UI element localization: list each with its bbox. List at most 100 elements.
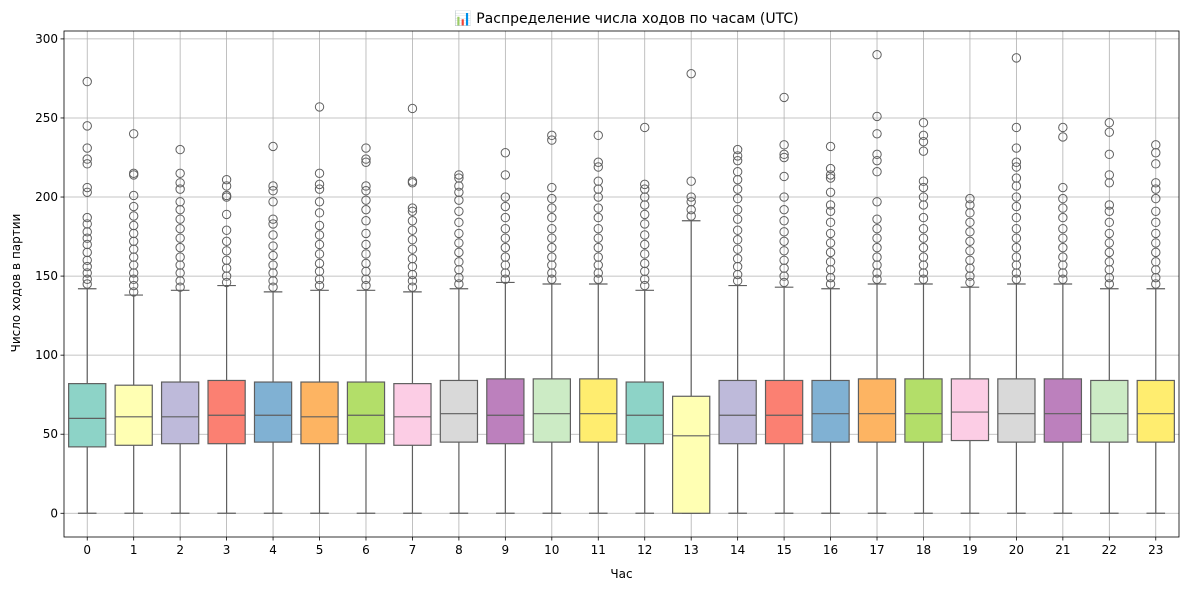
outlier-point [1104, 217, 1115, 228]
outlier-point [1058, 132, 1068, 142]
outlier-point [128, 129, 139, 139]
outlier-point [1058, 252, 1068, 262]
outlier-point [872, 214, 882, 224]
outlier-point [500, 148, 511, 158]
x-tick-label: 5 [316, 543, 324, 557]
outlier-point [1011, 242, 1022, 253]
outlier-point [1058, 193, 1068, 204]
outlier-point [407, 216, 418, 226]
outlier-point [128, 201, 139, 212]
outlier-point [175, 144, 185, 155]
x-tick-label: 21 [1055, 543, 1070, 557]
x-tick-label: 2 [176, 543, 184, 557]
box-iqr [904, 378, 943, 443]
outlier-point [732, 184, 743, 194]
outlier-point [407, 254, 418, 264]
outlier-point [314, 184, 325, 194]
outlier-point [732, 167, 743, 177]
y-tick-label: 300 [35, 32, 58, 46]
outlier-point [175, 184, 185, 194]
outlier-point [268, 282, 278, 292]
x-axis: 0 1 2 3 4 5 6 7 8 9 10 11 12 13 14 15 16 17 18 19 20 21 22 23 [83, 537, 1163, 557]
outlier-point [1151, 279, 1161, 289]
outlier-point [732, 244, 743, 254]
outlier-point [82, 182, 92, 193]
outlier-point [547, 252, 557, 262]
box-hour-13 [672, 68, 711, 514]
outlier-point [82, 279, 92, 289]
box-iqr [160, 381, 200, 445]
x-tick-label: 14 [730, 543, 745, 557]
outlier-point [779, 152, 789, 163]
outlier-point [128, 220, 139, 231]
outlier-point [547, 212, 557, 223]
outlier-point [361, 157, 371, 167]
outlier-point [128, 211, 139, 221]
x-tick-label: 7 [409, 543, 417, 557]
outlier-point [1151, 178, 1161, 188]
y-tick-label: 50 [43, 427, 58, 441]
outlier-point [82, 274, 92, 284]
x-tick-label: 12 [637, 543, 652, 557]
outlier-point [872, 149, 882, 160]
box-iqr [1090, 379, 1129, 443]
outlier-point [221, 236, 232, 247]
outlier-point [500, 274, 511, 284]
outlier-point [500, 223, 511, 234]
box-hour-22 [1090, 118, 1129, 514]
outlier-point [82, 233, 92, 243]
outlier-point [686, 211, 696, 221]
outlier-point [268, 186, 278, 196]
outlier-point [825, 187, 836, 197]
outlier-point [779, 255, 789, 265]
outlier-point [965, 255, 975, 265]
outlier-point [314, 168, 325, 179]
outlier-point [407, 103, 418, 114]
outlier-point [221, 225, 232, 235]
outlier-point [825, 257, 836, 267]
outlier-point [1151, 159, 1161, 169]
outlier-point [454, 217, 464, 228]
outlier-point [825, 163, 836, 174]
outlier-point [1058, 203, 1068, 213]
outlier-point [732, 144, 743, 155]
outlier-point [500, 170, 511, 180]
outlier-point [175, 282, 185, 292]
outlier-point [454, 206, 464, 216]
outlier-point [732, 276, 743, 286]
outlier-point [965, 246, 975, 256]
x-tick-label: 8 [455, 543, 463, 557]
box-hour-17 [857, 50, 897, 514]
outlier-point [314, 102, 325, 112]
outlier-point [175, 223, 185, 234]
x-axis-label: Час [610, 567, 632, 581]
outlier-point [872, 233, 882, 243]
outlier-point [918, 242, 929, 253]
outlier-point [314, 258, 325, 269]
box-hour-15 [764, 92, 804, 514]
outlier-point [268, 250, 278, 261]
outlier-point [779, 92, 789, 103]
outlier-point [872, 167, 882, 177]
outlier-point [361, 249, 371, 259]
outlier-point [1011, 274, 1022, 284]
outlier-point [361, 181, 371, 191]
outlier-point [825, 141, 836, 152]
outlier-point [686, 192, 696, 202]
x-tick-label: 19 [962, 543, 977, 557]
outlier-point [454, 257, 464, 267]
outlier-point [454, 247, 464, 258]
outlier-point [872, 155, 882, 166]
outlier-point [314, 249, 325, 259]
outlier-point [361, 258, 371, 269]
outlier-point [128, 274, 139, 284]
outlier-point [779, 236, 789, 247]
x-tick-label: 18 [916, 543, 931, 557]
y-axis-label: Число ходов в партии [9, 214, 23, 353]
outlier-point [918, 182, 929, 193]
outlier-point [593, 212, 603, 223]
outlier-point [407, 282, 418, 292]
outlier-point [965, 277, 975, 288]
outlier-point [82, 187, 92, 197]
outlier-point [175, 214, 185, 224]
